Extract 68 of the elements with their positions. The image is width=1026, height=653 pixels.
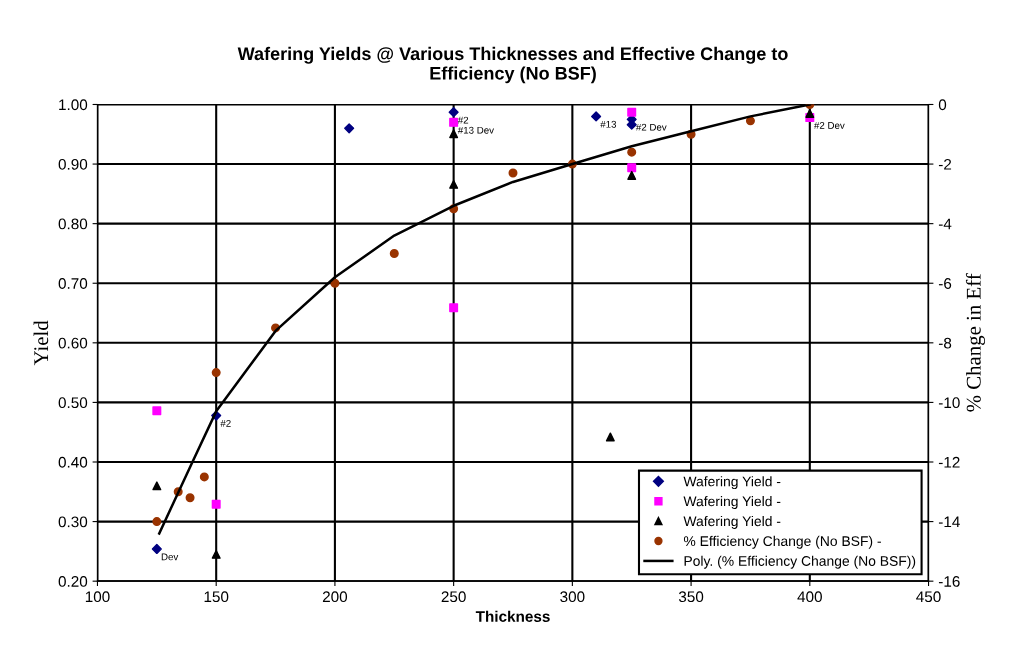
annotation: #13	[600, 120, 617, 128]
x-tick-label: 400	[797, 591, 822, 603]
point	[211, 549, 221, 559]
y-tick-label: 0.40	[58, 456, 88, 468]
point	[211, 499, 221, 509]
y2-tick-label: -2	[938, 158, 952, 170]
point	[627, 147, 637, 157]
annotation: Dev	[161, 553, 179, 561]
point	[199, 472, 209, 482]
point	[591, 111, 602, 122]
legend-label: % Efficiency Change (No BSF) -	[683, 535, 881, 549]
y-tick-label: 0.50	[58, 397, 88, 409]
y-tick-label: 0.60	[58, 337, 88, 349]
x-tick-label: 350	[678, 591, 704, 603]
y2-tick-label: -16	[938, 576, 960, 587]
point	[745, 116, 755, 126]
legend-label: Wafering Yield -	[683, 476, 781, 490]
y2-axis-title: % Change in Eff	[965, 273, 986, 412]
legend-label: Poly. (% Efficiency Change (No BSF))	[684, 555, 916, 569]
point	[449, 179, 459, 189]
y-tick-label: 0.80	[58, 218, 88, 230]
y2-tick-label: -6	[938, 278, 952, 289]
point	[449, 303, 459, 313]
y2-tick-label: 0	[938, 99, 947, 111]
point	[449, 129, 459, 139]
y-tick-label: 0.90	[58, 158, 88, 170]
y2-tick-label: -10	[938, 397, 960, 409]
x-tick-label: 250	[441, 591, 466, 603]
annotation: #2 Dev	[814, 122, 845, 129]
y2-tick-label: -12	[938, 456, 960, 468]
chart-title: Wafering Yields @ Various Thicknesses and Effective Change to Efficiency (No BSF)	[237, 46, 788, 84]
point	[508, 168, 518, 178]
point	[152, 517, 162, 527]
y2-tick-label: -14	[938, 516, 960, 528]
legend-label: Wafering Yield -	[683, 496, 781, 509]
annotation: #2	[457, 116, 469, 124]
x-tick-label: 100	[85, 591, 110, 603]
point	[389, 248, 399, 258]
point	[152, 481, 162, 491]
y-tick-label: 0.30	[58, 516, 88, 528]
y-tick-label: 1.00	[59, 99, 88, 111]
legend-label: Wafering Yield -	[683, 515, 781, 529]
point	[152, 406, 162, 416]
x-tick-label: 300	[560, 591, 585, 603]
point	[448, 107, 459, 118]
point	[627, 107, 637, 117]
point	[805, 108, 815, 118]
point	[627, 163, 637, 173]
x-axis-title: Thickness	[475, 610, 550, 622]
annotation: #13 Dev	[457, 126, 494, 134]
point	[151, 543, 162, 555]
y-tick-label: 0.70	[58, 278, 88, 289]
point	[211, 368, 221, 378]
x-tick-label: 200	[322, 591, 348, 603]
point	[330, 278, 340, 288]
point	[627, 170, 637, 180]
point	[185, 493, 195, 503]
x-tick-label: 150	[204, 591, 229, 603]
point	[449, 117, 459, 127]
y-axis-title: Yield	[33, 320, 49, 366]
y2-tick-label: -4	[938, 218, 952, 230]
point	[605, 432, 615, 442]
annotation: #2	[220, 419, 231, 427]
x-tick-label: 450	[916, 591, 941, 603]
point	[344, 123, 355, 134]
annotation: #2 Dev	[635, 123, 667, 131]
y-tick-label: 0.20	[58, 576, 88, 587]
y2-tick-label: -8	[938, 337, 952, 349]
